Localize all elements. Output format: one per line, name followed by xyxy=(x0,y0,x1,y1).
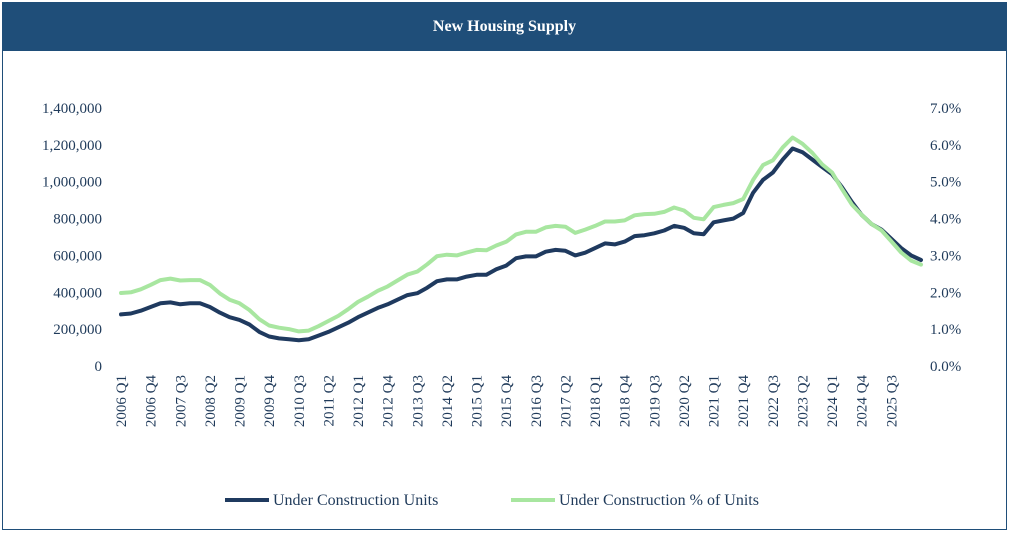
x-tick-label: 2010 Q3 xyxy=(292,375,308,427)
series-line-units xyxy=(119,146,923,343)
right-y-tick-label: 4.0% xyxy=(930,212,961,228)
left-y-tick-label: 400,000 xyxy=(53,285,102,301)
x-tick-label: 2016 Q3 xyxy=(529,375,545,427)
x-tick-label: 2009 Q4 xyxy=(262,375,278,428)
legend-item-units-label: Under Construction Units xyxy=(273,492,438,509)
x-axis: 2006 Q1 2006 Q4 2007 Q3 2008 Q2 2009 Q1 2009 … xyxy=(114,375,900,428)
right-y-tick-label: 3.0% xyxy=(930,248,961,264)
x-tick-label: 2006 Q4 xyxy=(144,375,160,428)
right-y-tick-label: 6.0% xyxy=(930,138,961,154)
x-tick-label: 2023 Q2 xyxy=(795,375,811,427)
x-tick-label: 2014 Q2 xyxy=(440,375,456,427)
left-y-tick-label: 200,000 xyxy=(53,322,102,338)
x-tick-label: 2024 Q1 xyxy=(825,375,841,427)
legend-item-percent-label: Under Construction % of Units xyxy=(559,492,759,509)
x-tick-label: 2009 Q1 xyxy=(233,375,249,427)
x-tick-label: 2015 Q1 xyxy=(470,375,486,427)
x-tick-label: 2011 Q2 xyxy=(321,375,337,427)
right-y-tick-label: 1.0% xyxy=(930,322,961,338)
left-y-tick-label: 0 xyxy=(95,359,103,375)
x-tick-label: 2019 Q3 xyxy=(647,375,663,427)
x-tick-label: 2018 Q1 xyxy=(588,375,604,427)
left-y-tick-label: 1,400,000 xyxy=(42,101,102,117)
legend: Under Construction Units Under Constructi… xyxy=(225,492,759,509)
x-tick-label: 2007 Q3 xyxy=(173,375,189,427)
series-line-percent xyxy=(119,135,923,334)
x-tick-label: 2020 Q2 xyxy=(677,375,693,427)
chart-svg: 0 200,000 400,000 600,000 800,000 1,000,000 1,… xyxy=(42,101,961,509)
x-tick-label: 2013 Q3 xyxy=(410,375,426,427)
x-tick-label: 2012 Q4 xyxy=(381,375,397,428)
left-y-tick-label: 800,000 xyxy=(53,212,102,228)
right-y-tick-label: 0.0% xyxy=(930,359,961,375)
x-tick-label: 2012 Q1 xyxy=(351,375,367,427)
right-y-axis: 0.0% 1.0% 2.0% 3.0% 4.0% 5.0% 6.0% 7.0% xyxy=(930,101,961,375)
x-tick-label: 2008 Q2 xyxy=(203,375,219,427)
x-tick-label: 2015 Q4 xyxy=(499,375,515,428)
right-y-tick-label: 5.0% xyxy=(930,175,961,191)
x-tick-label: 2024 Q4 xyxy=(855,375,871,428)
right-y-tick-label: 7.0% xyxy=(930,101,961,117)
left-y-tick-label: 1,000,000 xyxy=(42,175,102,191)
chart-title: New Housing Supply xyxy=(3,3,1006,51)
series-lines xyxy=(119,135,923,343)
right-y-tick-label: 2.0% xyxy=(930,285,961,301)
left-y-axis: 0 200,000 400,000 600,000 800,000 1,000,000 1,… xyxy=(42,101,102,375)
x-tick-label: 2021 Q1 xyxy=(707,375,723,427)
x-tick-label: 2006 Q1 xyxy=(114,375,130,427)
left-y-tick-label: 1,200,000 xyxy=(42,138,102,154)
x-tick-label: 2017 Q2 xyxy=(558,375,574,427)
x-tick-label: 2022 Q3 xyxy=(766,375,782,427)
x-tick-label: 2025 Q3 xyxy=(884,375,900,427)
left-y-tick-label: 600,000 xyxy=(53,248,102,264)
x-tick-label: 2021 Q4 xyxy=(736,375,752,428)
x-tick-label: 2018 Q4 xyxy=(618,375,634,428)
